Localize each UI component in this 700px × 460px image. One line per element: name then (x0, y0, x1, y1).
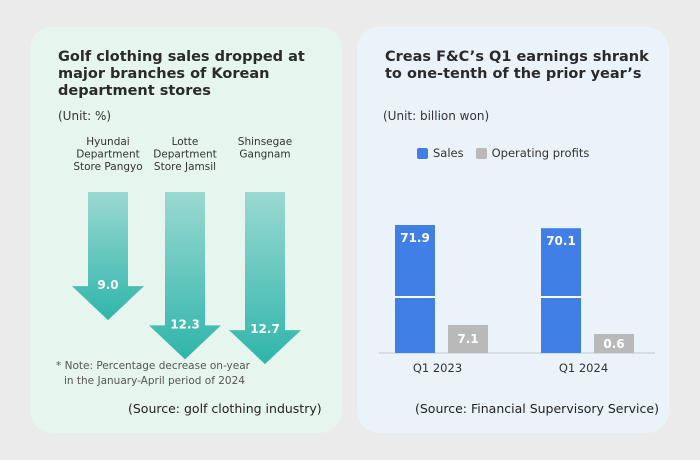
category-label: Store Pangyo (73, 161, 142, 173)
category-label: Store Jamsil (154, 161, 216, 173)
profit-value-label: 0.6 (603, 337, 624, 351)
legend: Sales Operating profits (417, 146, 601, 160)
footnote: * Note: Percentage decrease on-year in t… (56, 359, 250, 389)
footnote-line-1: * Note: Percentage decrease on-year (56, 360, 250, 372)
legend-swatch-sales (417, 147, 428, 159)
right-unit-label: (Unit: billion won) (383, 109, 490, 123)
arrow-bar (72, 192, 144, 321)
category-label: Q1 2023 (413, 361, 462, 375)
left-unit-label: (Unit: %) (58, 109, 112, 123)
sales-value-label: 71.9 (400, 231, 430, 245)
category-label: Department (153, 149, 217, 161)
sales-bar (541, 228, 581, 353)
category-label: Shinsegae (238, 136, 292, 148)
left-chart-panel: Golf clothing sales dropped at major bra… (30, 27, 342, 433)
arrow-bar (149, 192, 221, 360)
sales-value-label: 70.1 (546, 234, 576, 248)
right-chart-title: Creas F&C’s Q1 earnings shrank to one-te… (385, 49, 649, 82)
left-chart-title: Golf clothing sales dropped at major bra… (58, 49, 305, 99)
profit-bar (594, 334, 634, 353)
legend-label-sales: Sales (433, 146, 464, 160)
category-label: Hyundai (86, 136, 129, 148)
left-source: (Source: golf clothing industry) (128, 401, 322, 416)
arrow-bar (229, 192, 301, 365)
arrow-value-label: 12.3 (170, 317, 200, 331)
sales-bar (395, 225, 435, 353)
category-label: Lotte (172, 136, 199, 148)
arrow-value-label: 9.0 (97, 278, 118, 292)
category-label: Gangnam (239, 149, 290, 161)
earnings-bar-chart: 71.9 7.1 Q1 2023 70.1 0.6 Q1 2024 (379, 225, 655, 375)
profit-value-label: 7.1 (457, 332, 478, 346)
right-chart-panel: Creas F&C’s Q1 earnings shrank to one-te… (357, 27, 669, 433)
category-label: Q1 2024 (559, 361, 608, 375)
right-source: (Source: Financial Supervisory Service) (415, 401, 659, 416)
profit-bar (448, 325, 488, 353)
legend-swatch-profits (475, 147, 487, 159)
legend-item-sales: Sales (417, 146, 464, 160)
legend-item-profits: Operating profits (475, 146, 590, 160)
legend-label-profits: Operating profits (491, 146, 590, 160)
footnote-line-2: in the January-April period of 2024 (64, 375, 245, 387)
arrow-value-label: 12.7 (250, 322, 280, 336)
category-label: Department (76, 149, 140, 161)
